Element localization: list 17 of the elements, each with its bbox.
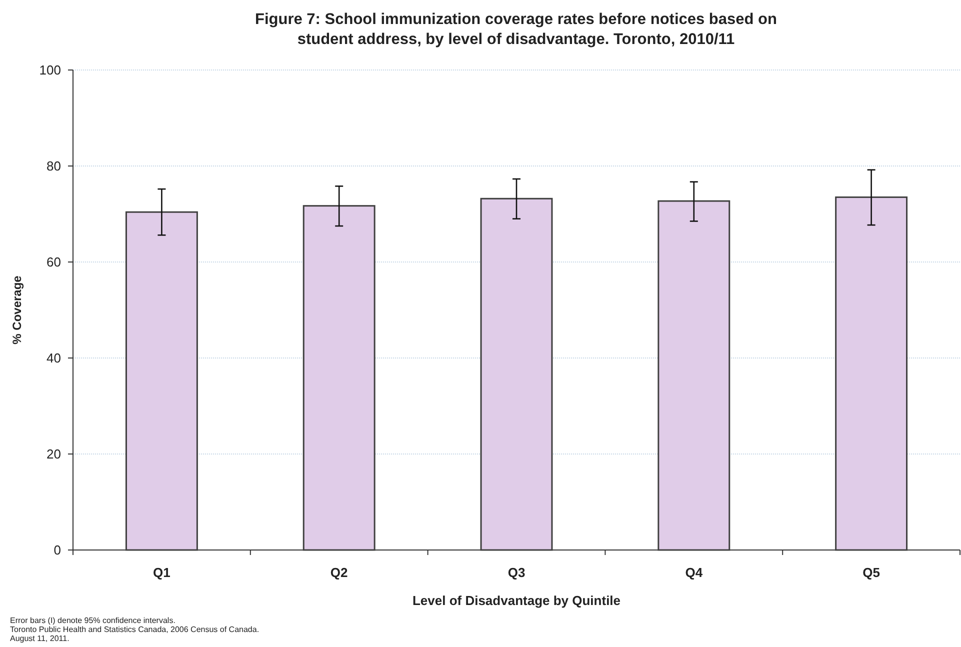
x-axis-title: Level of Disadvantage by Quintile [412,593,621,608]
chart-title: Figure 7: School immunization coverage rates before notices based on student address, by level of disadvantage. Toronto, 2010/11 [255,11,777,48]
y-axis-title: % Coverage [10,275,24,344]
text: Error bars (I) denote 95% confidence intervals. [10,616,176,625]
y-tick-label: 0 [54,542,61,558]
y-tick-label: 60 [46,254,61,270]
y-tick-label: 80 [46,158,61,174]
text: August 11, 2011. [10,634,70,643]
text: Toronto Public Health and Statistics Canada, 2006 Census of Canada. [10,625,260,634]
x-tick-label: Q2 [330,565,348,580]
y-tick-label: 40 [46,350,61,366]
x-tick-label: Q1 [153,565,170,580]
y-tick-label: 20 [46,446,61,462]
x-tick-label: Q3 [508,565,526,580]
x-tick-label: Q5 [862,565,880,580]
y-tick-label: 100 [39,62,61,78]
x-tick-label: Q4 [685,565,704,580]
